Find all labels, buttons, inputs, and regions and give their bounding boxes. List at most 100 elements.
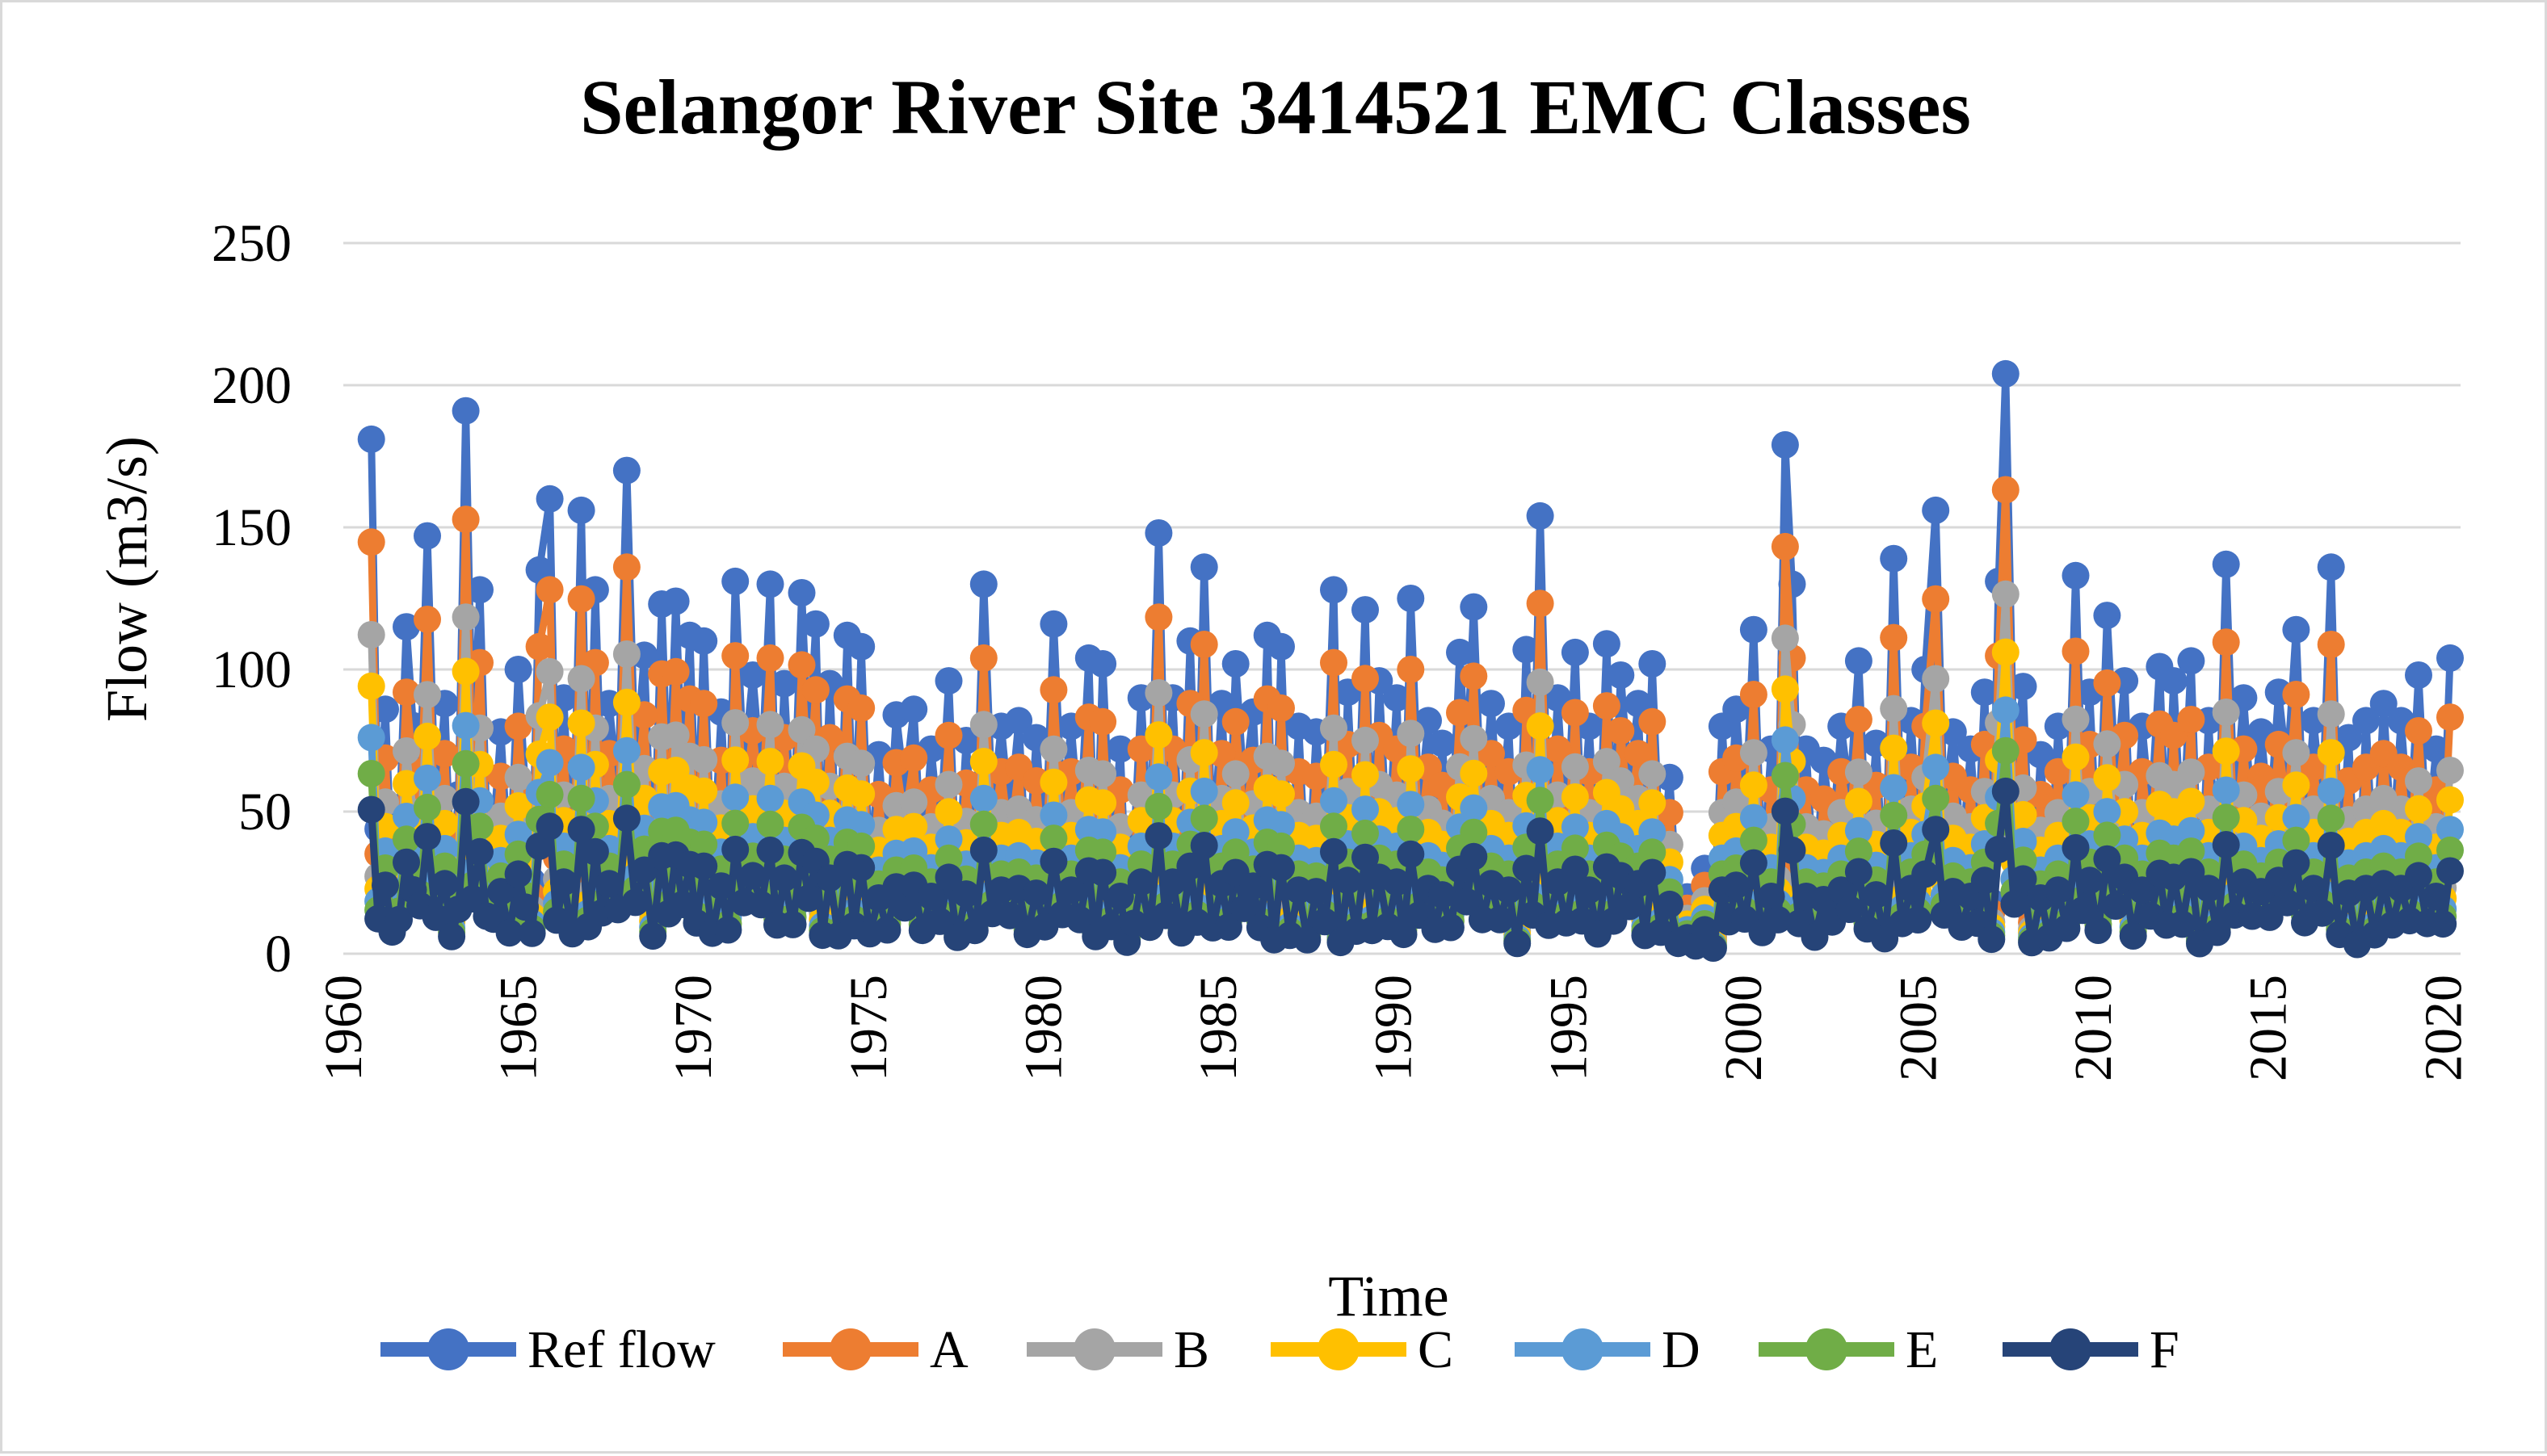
x-tick-label: 2005 [1889,975,1948,1081]
data-point [2068,896,2096,925]
data-point [1911,860,1940,888]
x-tick-label: 1975 [839,975,898,1081]
data-point [612,640,641,668]
x-tick-label: 1995 [1539,975,1598,1081]
y-axis-title: Flow (m3/s) [95,436,159,722]
data-point [2128,876,2156,904]
data-point [1040,768,1068,796]
data-point [900,812,928,841]
data-point [2429,910,2457,938]
data-point [1351,665,1379,693]
data-point [1844,816,1872,845]
data-point [847,749,876,778]
data-point [2405,862,2432,890]
data-point [1040,825,1068,853]
data-point [567,496,595,524]
data-point [756,784,784,812]
data-point [1592,692,1620,720]
data-point [504,656,532,683]
data-point [1624,740,1652,768]
data-point [969,570,998,598]
data-point [1158,868,1187,896]
data-point [1351,843,1379,871]
data-point [549,684,578,712]
data-point [1771,797,1799,825]
data-point [1351,795,1379,824]
data-point [1844,787,1872,816]
data-point [1880,694,1908,723]
data-point [1397,585,1425,612]
data-point [393,770,420,798]
data-point [1638,760,1666,788]
legend-label: Ref flow [527,1320,716,1379]
data-point [1460,759,1488,787]
chart-title: Selangor River Site 3414521 EMC Classes [580,64,1971,150]
data-point [1460,662,1488,690]
data-point [2317,553,2345,581]
data-point [1638,818,1666,846]
data-point [2436,836,2464,864]
data-point [690,745,718,774]
data-point [2177,858,2205,886]
data-point [567,816,595,844]
data-point [738,661,767,689]
data-point [1561,813,1589,841]
data-point [1190,832,1218,859]
data-point [1397,840,1425,868]
data-point [1503,929,1532,958]
data-point [1089,789,1117,817]
data-point [511,893,540,921]
data-point [1922,665,1950,693]
data-point [1452,887,1481,916]
data-point [1880,829,1908,857]
data-point [2093,821,2121,850]
data-point [1477,690,1505,718]
data-point [662,657,690,686]
data-point [1991,777,2020,805]
data-point [1592,748,1620,776]
data-point [1739,739,1767,767]
data-point [1040,735,1068,763]
data-point [2009,800,2037,829]
data-point [2177,816,2205,845]
data-point [518,919,546,947]
data-point [1739,849,1767,877]
data-point [721,783,750,812]
data-point [1771,624,1799,652]
data-point [707,872,735,900]
data-point [1615,892,1643,921]
data-point [452,657,480,686]
data-point [1383,684,1410,712]
data-point [2405,767,2432,795]
data-point [1151,901,1179,929]
data-point [1561,638,1589,666]
x-tick-label: 2015 [2239,975,2298,1081]
data-point [714,916,742,944]
data-point [900,788,928,816]
data-point [1862,881,1890,909]
data-point [1351,596,1379,624]
data-point [357,621,385,648]
data-point [721,567,750,595]
data-point [536,657,564,686]
data-point [935,798,963,826]
data-point [1089,707,1117,736]
data-point [1089,760,1117,788]
data-point [756,836,784,864]
data-point [1575,876,1603,904]
data-point [1436,913,1465,942]
data-point [414,681,441,709]
data-point [393,803,420,830]
data-point [414,823,441,851]
data-point [1844,837,1872,866]
data-point [935,721,963,749]
data-point [1722,871,1751,900]
data-point [1985,835,2013,863]
data-point [2436,757,2464,784]
data-point [1383,868,1410,896]
data-point [452,711,480,740]
data-point [1739,826,1767,854]
data-point [2212,628,2240,657]
data-point [1771,532,1799,560]
legend-item: D [1515,1320,1700,1379]
